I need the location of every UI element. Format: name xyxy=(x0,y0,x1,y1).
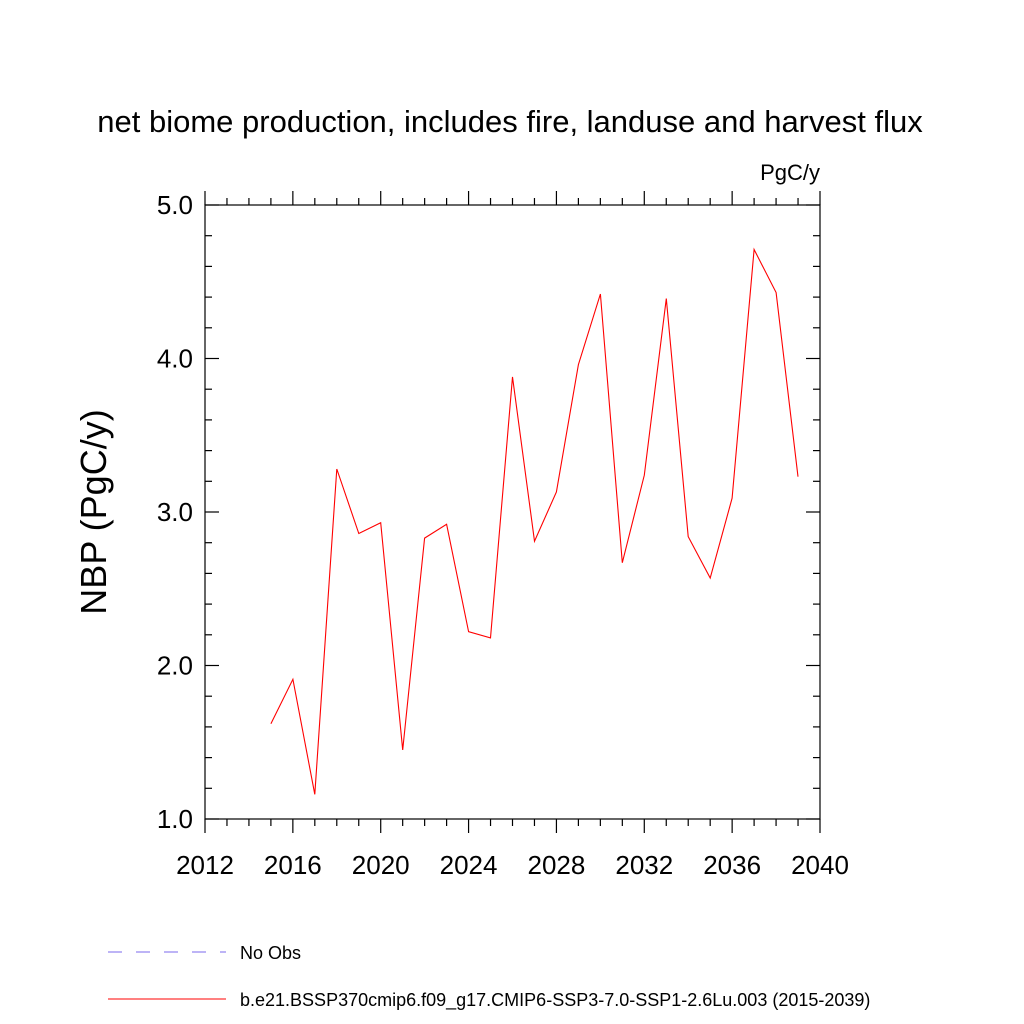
y-tick-label: 1.0 xyxy=(157,804,193,834)
legend-label: b.e21.BSSP370cmip6.f09_g17.CMIP6-SSP3-7.… xyxy=(240,990,870,1011)
legend: No Obs b.e21.BSSP370cmip6.f09_g17.CMIP6-S… xyxy=(108,943,870,1011)
x-tick-label: 2036 xyxy=(703,850,761,880)
plot-frame xyxy=(204,204,821,820)
x-tick-label: 2016 xyxy=(264,850,322,880)
x-tick-label: 2032 xyxy=(615,850,673,880)
chart-title: net biome production, includes fire, lan… xyxy=(97,104,923,139)
axis-ticks xyxy=(204,191,821,833)
x-tick-label: 2020 xyxy=(352,850,410,880)
legend-label: No Obs xyxy=(240,943,301,963)
x-tick-label: 2028 xyxy=(528,850,586,880)
y-tick-label: 3.0 xyxy=(157,497,193,527)
series-layer xyxy=(270,247,799,795)
x-tick-label: 2024 xyxy=(440,850,498,880)
y-tick-label: 2.0 xyxy=(157,651,193,681)
y-axis-title: NBP (PgC/y) xyxy=(73,409,114,614)
x-tick-label: 2012 xyxy=(176,850,234,880)
series-line xyxy=(270,247,799,795)
x-tick-label: 2040 xyxy=(791,850,849,880)
y-tick-label: 4.0 xyxy=(157,344,193,374)
y-tick-label: 5.0 xyxy=(157,190,193,220)
tick-labels: 2012 2016 2020 2024 2028 2032 2036 2040 1.0 2.0 3.… xyxy=(157,190,849,880)
units-label: PgC/y xyxy=(760,160,820,185)
